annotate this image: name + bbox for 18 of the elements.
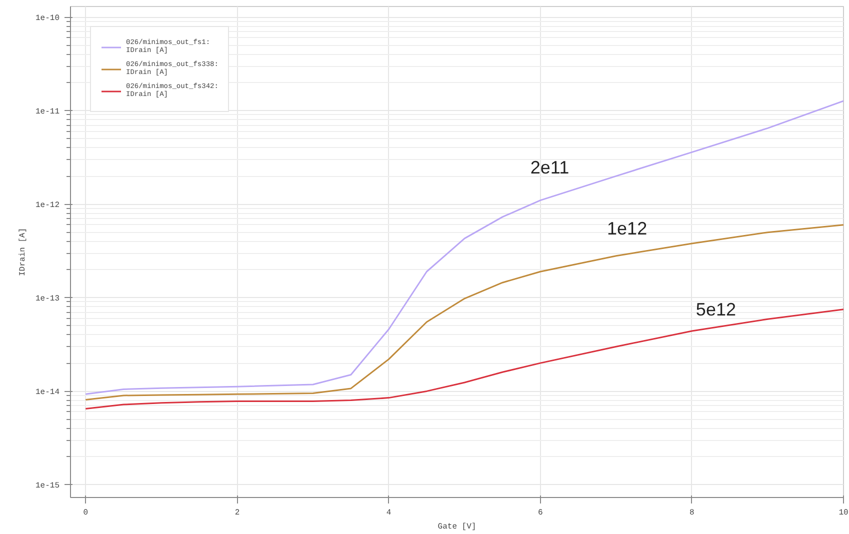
line-series xyxy=(84,100,844,395)
x-tick-label: 10 xyxy=(838,508,848,518)
y-axis-title: IDrain [A] xyxy=(18,228,28,276)
x-tick-label: 4 xyxy=(386,508,392,518)
y-tick-label: 1e-12 xyxy=(35,201,60,210)
annotation: 2e11 xyxy=(530,158,570,178)
y-tick-label: 1e-11 xyxy=(35,108,60,117)
annotation: 1e12 xyxy=(607,218,648,238)
x-tick-label: 6 xyxy=(538,508,543,518)
y-tick-label: 1e-10 xyxy=(35,14,60,24)
y-tick-label: 1e-14 xyxy=(35,388,60,398)
x-tick-label: 0 xyxy=(83,508,88,518)
x-tick-label: 2 xyxy=(234,508,240,518)
x-tick-label: 8 xyxy=(690,508,695,518)
y-tick-label: 1e-15 xyxy=(35,482,60,491)
y-tick-label: 1e-13 xyxy=(35,294,60,304)
x-axis-title: Gate [V] xyxy=(438,522,476,532)
annotation: 5e12 xyxy=(696,299,736,320)
